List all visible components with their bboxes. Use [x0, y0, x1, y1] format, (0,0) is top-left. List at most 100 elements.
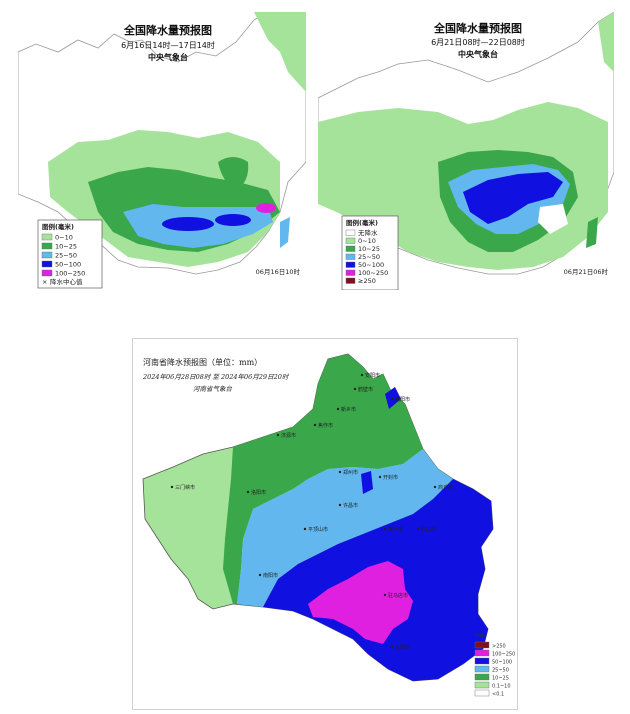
city-dot: [303, 527, 307, 531]
legend-title: 图例(毫米): [42, 222, 74, 231]
legend-swatch: [345, 253, 356, 260]
map-period: 6月16日14时—17日14时: [121, 40, 215, 50]
map-legend: mm >250 100~250 50~100 25~50 10~25 0.1~10 <0.1: [474, 633, 515, 698]
map-title: 河南省降水预报图（单位：mm）: [143, 357, 262, 367]
city-label: 许昌市: [343, 502, 358, 509]
city-label: 漯河市: [388, 526, 403, 533]
legend-label: 25~50: [492, 668, 509, 674]
rain-50-100-b: [215, 214, 251, 226]
legend-swatch: [474, 681, 490, 689]
city-dot: [383, 593, 387, 597]
legend-swatch: [474, 641, 490, 649]
legend-label: 50~100: [492, 660, 512, 666]
legend-swatch: [345, 245, 356, 252]
legend-swatch: [474, 657, 490, 665]
city-label: 三门峡市: [175, 484, 195, 491]
map-title: 全国降水量预报图: [123, 23, 212, 37]
city-label: 郑州市: [343, 469, 358, 476]
rain-100-250: [308, 561, 413, 644]
map-period: 6月21日08时—22日08时: [431, 37, 525, 47]
legend-swatch: [345, 229, 356, 236]
rain-0-10-northeast: [254, 12, 306, 92]
legend-swatch: [41, 269, 53, 277]
legend-swatch: [345, 277, 356, 284]
legend-swatch: [41, 233, 53, 241]
rain-50-100-east: [361, 471, 373, 494]
legend-label: 0~10: [55, 234, 73, 242]
legend-swatch: [474, 665, 490, 673]
city-dot: [378, 475, 382, 479]
national-map-left: 全国降水量预报图 6月16日14时—17日14时 中央气象台 图例(毫米) 0~…: [18, 12, 306, 290]
map-issuer: 中央气象台: [458, 49, 498, 59]
legend-label: ≥250: [358, 277, 376, 285]
city-dot: [246, 490, 250, 494]
legend-swatch: [345, 269, 356, 276]
city-dot: [383, 527, 387, 531]
city-label: 平顶山市: [308, 526, 328, 533]
rain-50-100-north: [385, 387, 401, 409]
map-issuer: 河南省气象台: [193, 385, 233, 393]
issue-stamp: 06月16日10时: [256, 267, 301, 276]
city-dot: [353, 387, 357, 391]
map-issuer: 中央气象台: [148, 52, 188, 62]
city-label: 商丘市: [438, 484, 453, 491]
city-dot: [258, 573, 262, 577]
rain-0-10-ne: [598, 12, 614, 72]
city-dot: [390, 645, 394, 649]
city-label: 濮阳市: [395, 396, 410, 403]
legend-label: 100~250: [492, 652, 515, 658]
legend-label: 10~25: [358, 245, 380, 253]
taiwan: [586, 217, 598, 248]
rain-50-100-a: [162, 217, 214, 231]
legend-swatch: [345, 237, 356, 244]
rain-10-25: [223, 354, 423, 604]
city-dot: [390, 397, 394, 401]
city-label: 鹤壁市: [358, 386, 373, 393]
rain-25-50: [237, 449, 453, 607]
legend-label: 50~100: [55, 261, 81, 269]
taiwan: [280, 217, 290, 248]
legend-label: <0.1: [492, 692, 504, 698]
map-legend: 图例(毫米) 无降水0~1010~2525~5050~100100~250≥25…: [341, 215, 399, 290]
city-dot: [336, 407, 340, 411]
svg-text:×: ×: [42, 278, 47, 286]
legend-label: 100~250: [55, 270, 85, 278]
legend-title: 图例(毫米): [346, 218, 378, 227]
legend-items: >250 100~250 50~100 25~50 10~25 0.1~10 <0.1: [474, 641, 515, 698]
city-dot: [360, 373, 364, 377]
city-label: 新乡市: [341, 406, 356, 413]
legend-marker-label: 降水中心值: [50, 277, 83, 286]
rain-100-250: [256, 203, 276, 213]
legend-label: 50~100: [358, 261, 384, 269]
city-dot: [338, 503, 342, 507]
map-canvas: 全国降水量预报图 6月21日08时—22日08时 中央气象台 图例(毫米) 无降…: [318, 12, 614, 290]
map-period: 2024年06月28日08时 至 2024年06月29日20时: [142, 373, 290, 381]
city-label: 周口市: [421, 526, 436, 533]
legend-label: 100~250: [358, 269, 388, 277]
city-dot: [276, 433, 280, 437]
legend-label: 25~50: [358, 253, 380, 261]
rain-10-25-central: [218, 157, 249, 190]
legend-label: 无降水: [358, 228, 378, 237]
map-canvas: 全国降水量预报图 6月16日14时—17日14时 中央气象台 图例(毫米) 0~…: [18, 12, 306, 290]
legend-swatch: [474, 689, 490, 697]
city-dot: [416, 527, 420, 531]
city-label: 驻马店市: [388, 592, 408, 599]
issue-stamp: 06月21日06时: [564, 267, 609, 276]
city-dot: [433, 485, 437, 489]
legend-label: 10~25: [492, 676, 509, 682]
legend-label: 10~25: [55, 243, 77, 251]
city-label: 南阳市: [263, 572, 278, 579]
rain-50-100: [463, 172, 563, 224]
city-label: 焦作市: [318, 422, 333, 429]
legend-label: 0~10: [358, 237, 376, 245]
legend-label: 0.1~10: [492, 684, 511, 690]
city-label: 信阳市: [395, 644, 410, 651]
city-dot: [170, 485, 174, 489]
city-dot: [313, 423, 317, 427]
legend-label: 25~50: [55, 252, 77, 260]
